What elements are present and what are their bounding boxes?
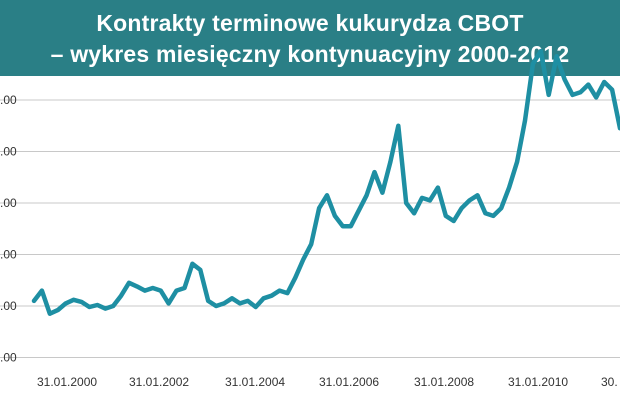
data-point bbox=[151, 286, 155, 290]
data-point bbox=[119, 294, 123, 298]
y-tick-label: .00 bbox=[0, 248, 17, 262]
data-point bbox=[183, 286, 186, 290]
y-tick-label: .00 bbox=[0, 93, 17, 107]
data-point bbox=[341, 224, 345, 228]
data-point bbox=[491, 214, 495, 218]
data-point bbox=[262, 296, 266, 300]
x-tick-label: 31.01.2002 bbox=[129, 375, 189, 389]
x-tick-label: 31.01.2000 bbox=[37, 375, 97, 389]
data-point bbox=[206, 299, 210, 303]
data-point bbox=[72, 298, 76, 302]
data-point bbox=[594, 95, 598, 99]
data-point bbox=[246, 299, 250, 303]
data-point bbox=[610, 88, 614, 92]
data-point bbox=[254, 305, 258, 309]
data-point bbox=[95, 303, 99, 307]
data-point bbox=[468, 198, 471, 202]
data-point bbox=[380, 191, 384, 195]
data-point bbox=[238, 301, 242, 305]
data-point bbox=[555, 54, 559, 58]
data-point bbox=[143, 289, 147, 293]
chart-title-line-1: Kontrakty terminowe kukurydza CBOT bbox=[96, 10, 524, 36]
data-point bbox=[40, 289, 44, 293]
data-point bbox=[444, 214, 448, 218]
data-point bbox=[333, 214, 337, 218]
data-point bbox=[198, 268, 202, 272]
data-point bbox=[293, 276, 297, 280]
data-point bbox=[56, 308, 60, 312]
data-point bbox=[135, 284, 139, 288]
data-point bbox=[483, 211, 487, 215]
data-point bbox=[285, 291, 289, 295]
data-point bbox=[373, 170, 376, 174]
data-point bbox=[230, 296, 234, 300]
data-point bbox=[190, 262, 194, 266]
y-tick-label: .00 bbox=[0, 145, 17, 159]
data-point bbox=[578, 90, 582, 94]
data-point bbox=[586, 83, 590, 87]
data-point bbox=[317, 206, 321, 210]
data-point bbox=[436, 186, 440, 190]
data-point bbox=[111, 304, 115, 308]
data-point bbox=[388, 160, 392, 164]
data-point bbox=[499, 206, 503, 210]
data-point bbox=[48, 312, 52, 316]
data-point bbox=[214, 304, 218, 308]
data-point bbox=[80, 300, 83, 304]
data-point bbox=[404, 201, 408, 205]
data-point bbox=[602, 80, 606, 84]
x-tick-label: 31.01.2004 bbox=[225, 375, 285, 389]
data-point bbox=[563, 77, 567, 81]
data-point bbox=[167, 301, 171, 305]
data-point bbox=[412, 211, 416, 215]
y-tick-label: .00 bbox=[0, 351, 17, 365]
data-point bbox=[32, 299, 36, 303]
data-point bbox=[539, 49, 543, 53]
x-tick-label: 31.01.2010 bbox=[508, 375, 568, 389]
data-point bbox=[159, 289, 163, 293]
data-point bbox=[420, 196, 424, 200]
price-series-line bbox=[31, 48, 620, 316]
data-point bbox=[531, 62, 535, 66]
data-point bbox=[507, 186, 511, 190]
data-point bbox=[127, 281, 131, 285]
data-point bbox=[571, 93, 574, 97]
data-point bbox=[278, 289, 281, 293]
data-point bbox=[547, 93, 551, 97]
data-point bbox=[523, 119, 527, 123]
data-point bbox=[515, 160, 519, 164]
data-point bbox=[270, 294, 274, 298]
data-point bbox=[349, 224, 353, 228]
data-point bbox=[428, 198, 432, 202]
data-point bbox=[301, 258, 305, 262]
data-point bbox=[222, 301, 226, 305]
data-point bbox=[396, 124, 400, 128]
title-banner: Kontrakty terminowe kukurydza CBOT – wyk… bbox=[0, 0, 620, 76]
x-tick-label: 31.01.2006 bbox=[319, 375, 379, 389]
data-point bbox=[357, 209, 361, 213]
x-tick-label: 31.01.2008 bbox=[414, 375, 474, 389]
data-point bbox=[452, 219, 456, 223]
y-tick-label: .00 bbox=[0, 299, 17, 313]
data-point bbox=[103, 307, 107, 311]
data-point bbox=[325, 193, 329, 197]
data-point bbox=[87, 305, 91, 309]
data-point bbox=[309, 242, 313, 246]
x-tick-label: 30. bbox=[601, 375, 618, 389]
chart-title-line-2: – wykres miesięczny kontynuacyjny 2000-2… bbox=[50, 41, 570, 67]
data-point bbox=[175, 289, 178, 293]
data-point bbox=[476, 193, 479, 197]
data-point bbox=[460, 206, 464, 210]
data-point bbox=[64, 301, 68, 305]
data-point bbox=[365, 193, 369, 197]
y-tick-label: .00 bbox=[0, 196, 17, 210]
